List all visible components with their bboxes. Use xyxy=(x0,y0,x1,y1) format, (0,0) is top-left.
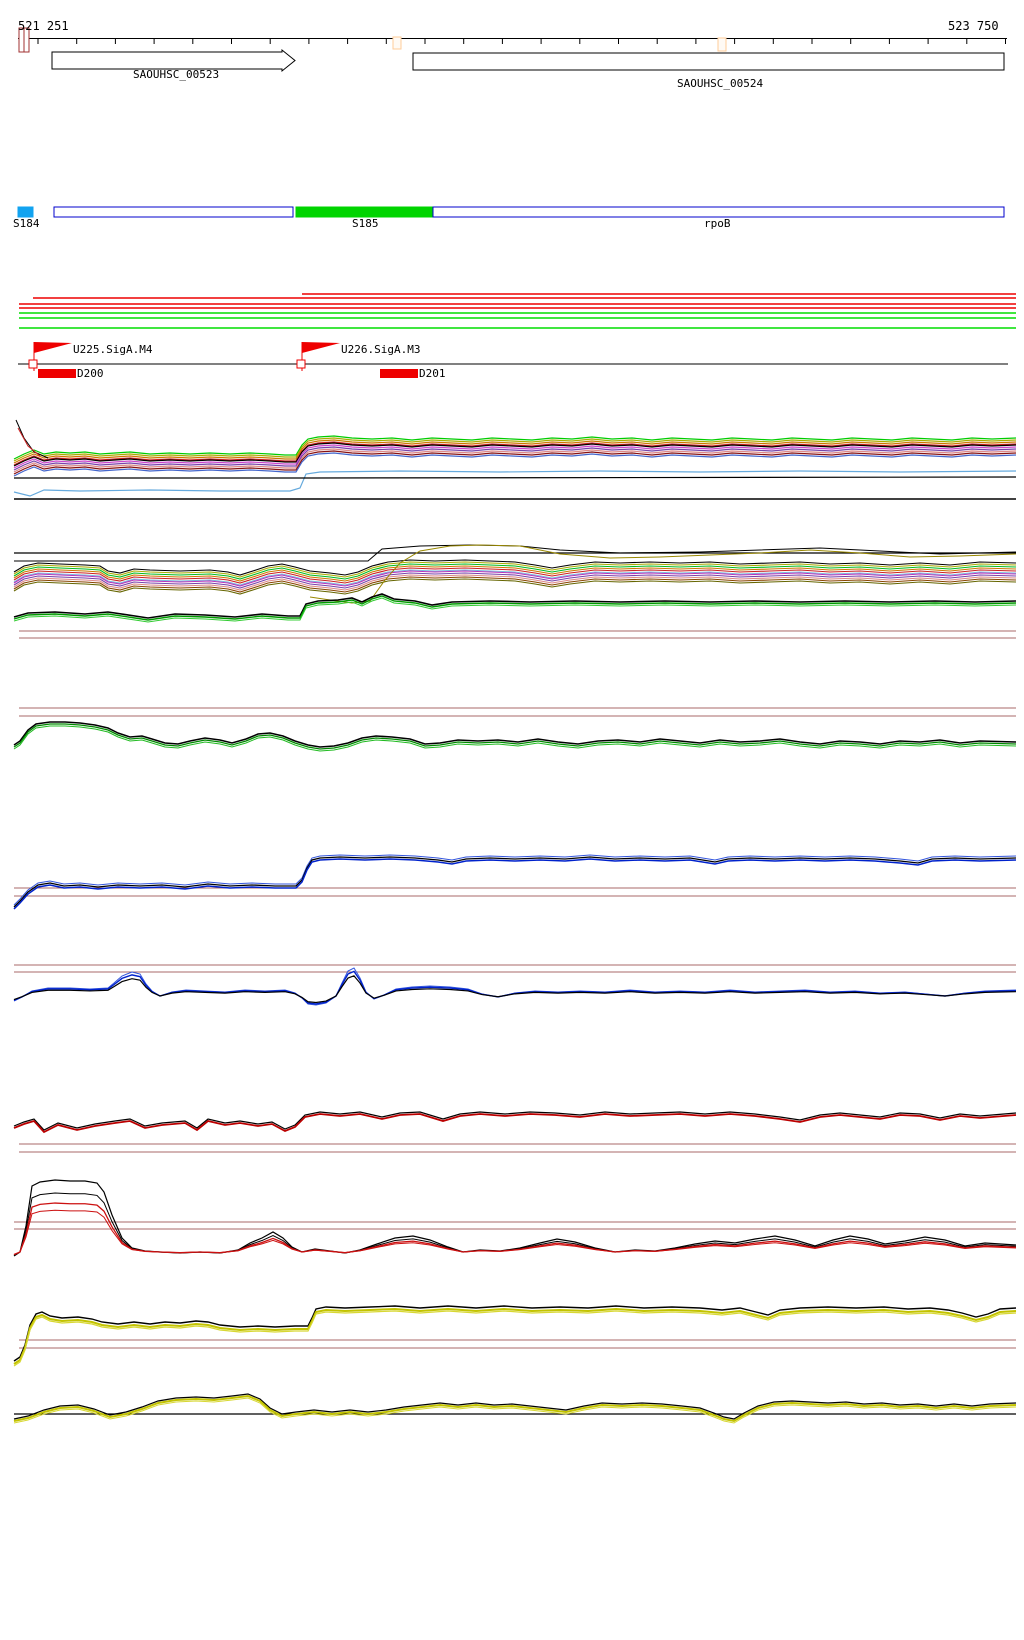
feature-label-s184: S184 xyxy=(13,217,40,230)
dbox-label-d201: D201 xyxy=(419,367,446,380)
feature-box[interactable] xyxy=(295,206,433,218)
signal-plot-line xyxy=(14,476,1017,479)
signal-plot-line xyxy=(13,854,1017,906)
signal-plot-line xyxy=(13,437,1017,462)
promoter-flag[interactable] xyxy=(34,342,72,353)
signal-plot-line xyxy=(13,452,1017,477)
signal-plot-line xyxy=(13,1307,1017,1365)
signal-plot-line xyxy=(13,1179,1017,1257)
signal-plot-line xyxy=(13,721,1017,748)
signal-plot-line xyxy=(13,565,1017,582)
signal-plot-line xyxy=(13,595,1017,621)
promoter-anchor[interactable] xyxy=(296,359,306,369)
signal-plot-line xyxy=(13,561,1017,578)
promoter-flag[interactable] xyxy=(302,342,340,353)
signal-plot-line xyxy=(13,1113,1017,1134)
signal-plot-line xyxy=(13,450,1017,475)
signal-plot-line xyxy=(13,1192,1017,1256)
signal-plot-line xyxy=(15,419,49,459)
signal-plot-line xyxy=(13,439,1017,464)
signal-plot-line xyxy=(13,856,1017,908)
signal-plot-line xyxy=(13,470,1017,497)
signal-plot-line xyxy=(13,1394,1017,1423)
gene-arrow[interactable] xyxy=(51,48,296,73)
signal-plot-line xyxy=(13,1393,1017,1420)
signal-plot-line xyxy=(13,569,1017,586)
feature-box[interactable] xyxy=(17,206,34,218)
signal-plot-line xyxy=(13,578,1017,595)
dbox-label-d200: D200 xyxy=(77,367,104,380)
signal-plot-line xyxy=(13,1397,1017,1424)
signal-plot-line xyxy=(13,570,1017,587)
signal-plot-line xyxy=(13,1310,1017,1367)
signal-plot-line xyxy=(13,567,1017,584)
signal-plot-line xyxy=(14,544,1017,562)
signal-plot-line xyxy=(13,723,1017,750)
signal-plot-line xyxy=(13,1305,1017,1362)
signal-plot-line xyxy=(13,448,1017,473)
signal-plot-line xyxy=(13,593,1017,619)
signal-plot-line xyxy=(13,559,1017,576)
promoter-label-u226: U226.SigA.M3 xyxy=(341,343,421,356)
signal-plot-line xyxy=(13,444,1017,469)
signal-plot-line xyxy=(13,967,1017,1006)
signal-plot-line xyxy=(13,858,1017,910)
signal-plot-line xyxy=(13,970,1017,1005)
ruler-end-label: 523 750 xyxy=(948,19,999,33)
signal-plot-line xyxy=(13,572,1017,589)
d-feature-box[interactable] xyxy=(380,369,418,378)
signal-plot-line xyxy=(13,975,1017,1004)
feature-box[interactable] xyxy=(432,206,1005,218)
feature-label-s185: S185 xyxy=(352,217,379,230)
gene-label-saouhsc-00524: SAOUHSC_00524 xyxy=(677,77,764,90)
gene-label-saouhsc-00523: SAOUHSC_00523 xyxy=(133,68,220,81)
feature-box[interactable] xyxy=(53,206,294,218)
signal-plot-line xyxy=(13,446,1017,471)
selection-marker[interactable] xyxy=(717,37,727,52)
signal-plot-line xyxy=(13,563,1017,580)
signal-plot-line xyxy=(13,441,1017,466)
signal-plot-line xyxy=(13,597,1017,623)
ruler-start-label: 521 251 xyxy=(18,19,69,33)
signal-plot-line xyxy=(13,576,1017,593)
signal-plot-line xyxy=(13,442,1017,467)
d-feature-box[interactable] xyxy=(38,369,76,378)
signal-plot-line xyxy=(17,427,41,457)
promoter-anchor[interactable] xyxy=(28,359,38,369)
signal-plot-line xyxy=(13,725,1017,752)
signal-plot-line xyxy=(13,1202,1017,1256)
signal-plot-line xyxy=(13,435,1017,460)
gene-box[interactable] xyxy=(412,52,1005,71)
promoter-label-u225: U225.SigA.M4 xyxy=(73,343,153,356)
signal-plot-line xyxy=(13,1209,1017,1255)
selection-marker[interactable] xyxy=(392,36,402,50)
feature-label-rpob: rpoB xyxy=(704,217,731,230)
signal-plot-line xyxy=(13,1111,1017,1131)
